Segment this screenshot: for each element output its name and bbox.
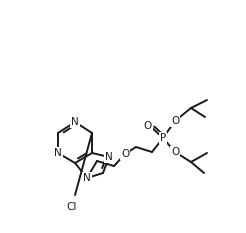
Text: O: O [171,147,179,157]
Text: Cl: Cl [67,202,77,212]
Text: O: O [121,149,129,159]
Text: N: N [54,148,62,158]
Text: N: N [105,152,113,162]
Text: N: N [83,173,91,183]
Text: N: N [71,117,79,127]
Text: O: O [144,121,152,131]
Text: O: O [171,116,179,126]
Text: P: P [160,133,166,143]
